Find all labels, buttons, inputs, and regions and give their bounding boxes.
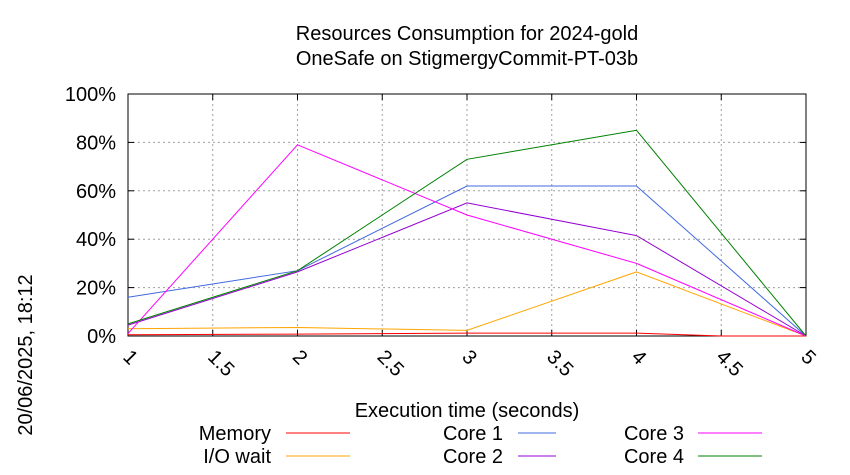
y-tick-label: 100% <box>65 84 116 106</box>
series-line-core-1 <box>127 185 807 337</box>
x-tick-label: 4.5 <box>712 346 747 381</box>
series-lines <box>127 129 807 337</box>
legend-label: Memory <box>199 423 271 445</box>
legend-entry: Memory <box>199 423 350 445</box>
y-tick-label: 20% <box>76 278 116 300</box>
chart-title: Resources Consumption for 2024-gold <box>296 23 638 45</box>
legend-entry: I/O wait <box>203 446 350 468</box>
legend-entry: Core 1 <box>443 423 556 445</box>
legend-label: Core 4 <box>624 446 684 468</box>
legend-entry: Core 3 <box>624 423 762 445</box>
chart-subtitle: OneSafe on StigmergyCommit-PT-03b <box>296 48 638 70</box>
x-tick-label: 1.5 <box>203 346 238 381</box>
legend-label: Core 1 <box>443 423 503 445</box>
legend-entry: Core 2 <box>443 446 556 468</box>
legend-label: Core 2 <box>443 446 503 468</box>
plot-frame <box>127 93 807 337</box>
axes <box>127 93 807 337</box>
x-tick-label: 5 <box>796 346 819 369</box>
legend-label: I/O wait <box>203 446 271 468</box>
y-tick-label: 80% <box>76 132 116 154</box>
x-tick-labels: 1 1.5 2 2.5 3 3.5 4 4.5 5 <box>118 346 819 381</box>
x-tick-label: 1 <box>118 346 141 369</box>
legend-entry: Core 4 <box>624 446 762 468</box>
y-tick-label: 40% <box>76 229 116 251</box>
y-tick-label: 0% <box>87 326 116 348</box>
y-tick-label: 60% <box>76 181 116 203</box>
series-line-core-4 <box>127 129 807 337</box>
x-tick-label: 2.5 <box>373 346 408 381</box>
x-axis-label: Execution time (seconds) <box>355 400 580 422</box>
x-tick-label: 2 <box>288 346 311 369</box>
series-line-i-o-wait <box>127 271 807 337</box>
series-line-core-2 <box>127 202 807 337</box>
x-tick-label: 4 <box>627 346 650 369</box>
series-line-core-3 <box>127 144 807 337</box>
timestamp: 20/06/2025, 18:12 <box>15 274 37 435</box>
y-tick-labels: 0% 20% 40% 60% 80% 100% <box>65 84 116 348</box>
legend-label: Core 3 <box>624 423 684 445</box>
x-tick-label: 3.5 <box>542 346 577 381</box>
x-tick-label: 3 <box>457 346 480 369</box>
series-line-memory <box>127 332 806 337</box>
